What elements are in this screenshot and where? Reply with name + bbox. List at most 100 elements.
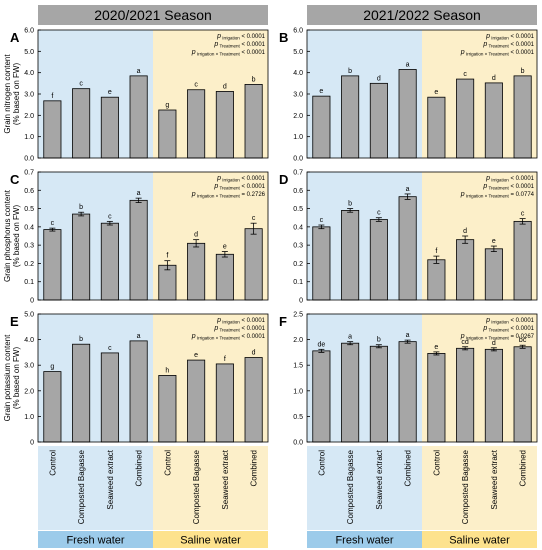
season-header-label: 2021/2022 Season <box>363 7 481 23</box>
significance-letter: a <box>137 333 141 340</box>
water-group-box <box>153 531 268 548</box>
bar <box>369 82 388 159</box>
y-tick-label: 6.0 <box>24 28 34 35</box>
significance-letter: d <box>377 75 381 82</box>
bar <box>187 89 206 159</box>
bar <box>513 220 532 301</box>
bar <box>427 353 446 443</box>
bar <box>187 242 206 301</box>
bar <box>341 75 360 159</box>
p-value-label: p Irrigation × Treatment < 0.0001 <box>191 333 266 341</box>
y-tick-label: 0 <box>299 298 303 305</box>
category-label: Seaweed extract <box>221 449 230 509</box>
y-axis-label: (% based on FW) <box>12 205 21 268</box>
category-label: Control <box>317 450 326 476</box>
bar <box>398 341 417 443</box>
significance-letter: d <box>223 83 227 90</box>
significance-letter: b <box>521 68 525 75</box>
significance-letter: e <box>223 244 227 251</box>
significance-letter: b <box>348 201 352 208</box>
y-tick-label: 2.0 <box>293 337 303 344</box>
plot-frame <box>306 29 538 159</box>
bar <box>427 259 446 301</box>
x-axis-labels: Control Composted Bagasse Seaweed extract C… <box>307 446 537 548</box>
significance-letter: g <box>50 364 54 371</box>
y-tick-label: 0.1 <box>293 279 303 286</box>
bar <box>129 199 148 301</box>
y-axis-label: Grain phosphorus content <box>3 189 12 282</box>
bar <box>72 88 91 159</box>
significance-letter: c <box>51 220 55 227</box>
category-label: Composted Bagasse <box>77 449 86 524</box>
significance-letter: c <box>463 71 467 78</box>
y-tick-label: 4.0 <box>293 70 303 77</box>
y-tick-label: 5.0 <box>24 49 34 56</box>
plot-frame <box>37 171 269 301</box>
y-tick-label: 0.0 <box>293 440 303 447</box>
y-tick-label: 2.0 <box>293 113 303 120</box>
p-value-label: p Treatment < 0.0001 <box>213 41 265 49</box>
p-value-label: p Treatment < 0.0001 <box>482 183 534 191</box>
significance-letter: b <box>348 68 352 75</box>
bar <box>456 78 475 159</box>
y-tick-label: 3.0 <box>24 363 34 370</box>
bar <box>215 363 234 443</box>
y-tick-label: 1.5 <box>293 363 303 370</box>
water-group-label: Saline water <box>449 535 510 547</box>
category-label: Composted Bagasse <box>461 449 470 524</box>
y-tick-label: 1.0 <box>24 414 34 421</box>
y-tick-label: 2.0 <box>24 388 34 395</box>
y-tick-label: 3.0 <box>24 92 34 99</box>
bar <box>456 239 475 301</box>
bar <box>341 342 360 443</box>
significance-letter: b <box>252 76 256 83</box>
significance-letter: c <box>194 82 198 89</box>
y-tick-label: 0.2 <box>24 261 34 268</box>
bar <box>456 347 475 443</box>
y-tick-label: 2.0 <box>24 113 34 120</box>
y-axis-label: Grain nitrogen content <box>3 54 12 134</box>
category-label: Composted Bagasse <box>192 449 201 524</box>
p-value-label: p Irrigation × Treatment = 0.0267 <box>460 333 535 341</box>
significance-letter: f <box>166 253 168 260</box>
significance-letter: d <box>463 228 467 235</box>
y-tick-label: 0 <box>30 298 34 305</box>
bar <box>158 375 177 443</box>
plot-frame <box>37 313 269 443</box>
bar <box>312 95 331 159</box>
y-tick-label: 5.0 <box>293 49 303 56</box>
significance-letter: e <box>434 89 438 96</box>
category-label: Seaweed extract <box>375 449 384 509</box>
category-label: Composted Bagasse <box>346 449 355 524</box>
significance-letter: f <box>435 248 437 255</box>
significance-letter: a <box>137 190 141 197</box>
bar <box>312 350 331 443</box>
significance-letter: d <box>194 232 198 239</box>
y-tick-label: 0 <box>30 440 34 447</box>
y-tick-label: 0.6 <box>293 188 303 195</box>
bar <box>513 75 532 159</box>
bar <box>398 69 417 159</box>
bar <box>369 219 388 301</box>
panel-letter: F <box>279 314 287 329</box>
significance-letter: a <box>406 186 410 193</box>
significance-letter: b <box>79 204 83 211</box>
significance-letter: f <box>51 93 53 100</box>
significance-letter: e <box>434 344 438 351</box>
panel-E: 0 1.0 2.0 3.0 4.0 5.0 g b c a h e f d p Irrigation < 0… <box>3 312 269 447</box>
bar <box>484 82 503 159</box>
p-value-label: p Treatment < 0.0001 <box>213 325 265 333</box>
category-label: Seaweed extract <box>106 449 115 509</box>
p-value-label: p Irrigation < 0.0001 <box>485 33 535 41</box>
category-label: Control <box>48 450 57 476</box>
significance-letter: d <box>252 350 256 357</box>
y-tick-label: 4.0 <box>24 70 34 77</box>
category-label: Combined <box>404 450 413 486</box>
y-tick-label: 5.0 <box>24 312 34 319</box>
bar <box>341 209 360 301</box>
significance-letter: c <box>108 213 112 220</box>
p-value-label: p Irrigation × Treatment < 0.0001 <box>191 49 266 57</box>
water-group-box <box>422 531 537 548</box>
p-value-label: p Irrigation < 0.0001 <box>216 33 266 41</box>
